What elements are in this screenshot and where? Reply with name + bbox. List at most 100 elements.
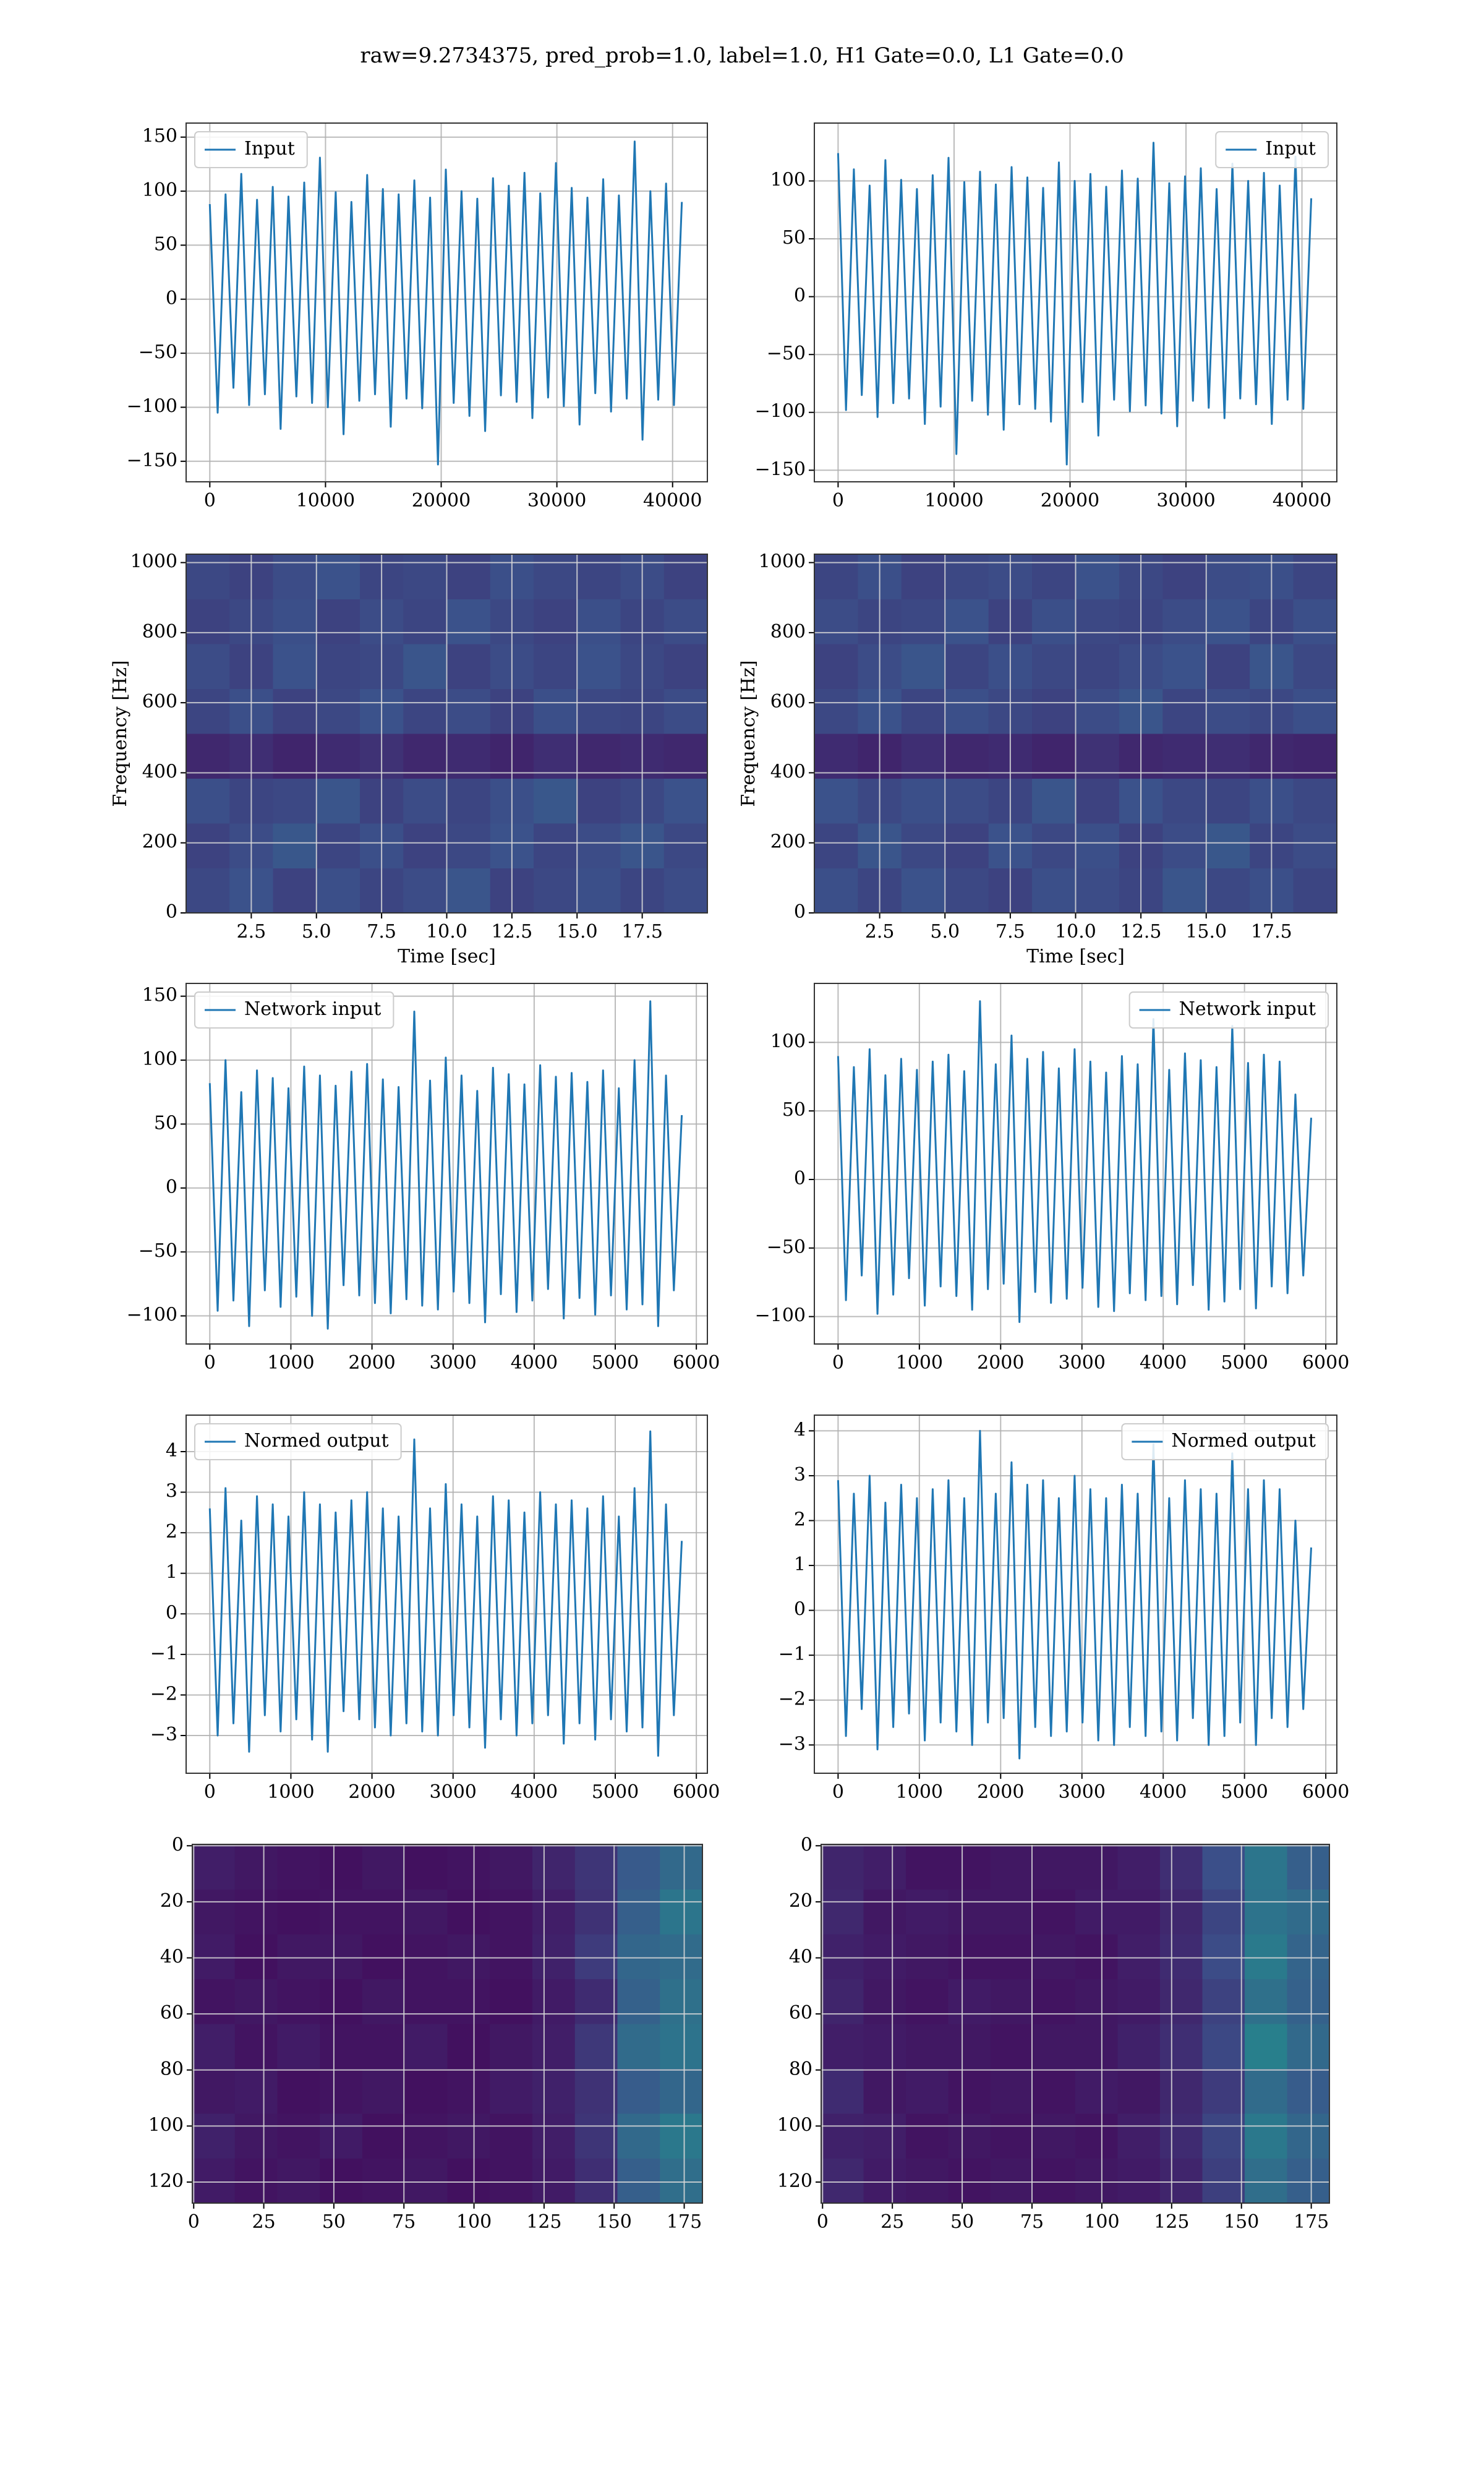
y-tick-label: −1 bbox=[778, 1643, 806, 1665]
x-tick-label: 75 bbox=[1020, 2211, 1044, 2233]
heatmap-cell bbox=[362, 1979, 406, 2024]
heatmap-cell bbox=[1075, 1934, 1118, 1979]
heatmap-cell bbox=[192, 1979, 236, 2024]
heatmap-cell bbox=[320, 2113, 363, 2159]
heatmap-cell bbox=[273, 554, 317, 599]
heatmap-cell bbox=[1075, 599, 1120, 644]
y-tick-label: −50 bbox=[139, 1240, 177, 1262]
heatmap-cell bbox=[362, 2068, 406, 2114]
y-tick-label: 20 bbox=[160, 1890, 184, 1912]
heatmap-cell bbox=[1245, 1844, 1287, 1890]
heatmap-cell bbox=[814, 868, 858, 913]
x-tick-label: 2.5 bbox=[865, 921, 895, 943]
heatmap-cell bbox=[1033, 1844, 1076, 1890]
heatmap-cell bbox=[577, 778, 621, 824]
y-tick-label: 3 bbox=[794, 1464, 806, 1486]
heatmap-cell bbox=[1032, 554, 1076, 599]
heatmap-cell bbox=[447, 1889, 490, 1935]
heatmap-cell bbox=[234, 2068, 278, 2114]
heatmap-cell bbox=[273, 688, 317, 734]
heatmap-cell bbox=[1117, 1844, 1161, 1890]
x-tick-label: 125 bbox=[1154, 2211, 1189, 2233]
legend-box bbox=[194, 991, 394, 1029]
heatmap-cell bbox=[1293, 823, 1337, 868]
heatmap-cell bbox=[447, 2113, 490, 2159]
heatmap-cell bbox=[277, 2113, 320, 2159]
heatmap-cell bbox=[991, 1889, 1033, 1935]
x-tick-label: 5000 bbox=[592, 1352, 639, 1374]
legend: Normed output bbox=[1121, 1423, 1329, 1460]
x-tick-label: 125 bbox=[526, 2211, 561, 2233]
heatmap-cell bbox=[617, 2068, 660, 2114]
heatmap-cell bbox=[234, 1889, 278, 1935]
legend-box bbox=[1121, 1423, 1329, 1460]
heatmap-cell bbox=[234, 2113, 278, 2159]
heatmap-cell bbox=[1160, 2158, 1203, 2203]
heatmap-cell bbox=[1032, 868, 1076, 913]
heatmap-cell bbox=[186, 599, 230, 644]
heatmap-cell bbox=[1293, 554, 1337, 599]
heatmap-cell bbox=[447, 1844, 490, 1890]
heatmap-cell bbox=[663, 688, 707, 734]
plot-area bbox=[814, 123, 1337, 482]
heatmap-cell bbox=[534, 734, 578, 779]
y-tick-label: 0 bbox=[794, 901, 806, 923]
x-tick-label: 5000 bbox=[592, 1781, 639, 1803]
heatmap-cell bbox=[1160, 1934, 1203, 1979]
heatmap-cell bbox=[574, 1934, 618, 1979]
y-tick-label: 50 bbox=[782, 1099, 806, 1121]
heatmap-cell bbox=[532, 2024, 576, 2069]
y-tick-label: 0 bbox=[166, 901, 177, 923]
heatmap-cell bbox=[1075, 2024, 1118, 2069]
legend-label: Network input bbox=[1179, 998, 1316, 1020]
y-tick-label: −1 bbox=[150, 1643, 177, 1664]
x-tick-label: 2000 bbox=[977, 1352, 1024, 1374]
heatmap-cell bbox=[660, 2113, 702, 2159]
heatmap-cell bbox=[1287, 1844, 1329, 1890]
x-tick-label: 6000 bbox=[1302, 1352, 1349, 1374]
y-tick-label: 60 bbox=[160, 2002, 184, 2024]
heatmap-cell bbox=[821, 2113, 864, 2159]
heatmap-cell bbox=[1117, 1889, 1161, 1935]
x-tick-label: 100 bbox=[1084, 2211, 1119, 2233]
x-tick-label: 6000 bbox=[673, 1352, 720, 1374]
x-tick-label: 150 bbox=[1224, 2211, 1259, 2233]
heatmap-cell bbox=[863, 2158, 906, 2203]
y-tick-label: 0 bbox=[794, 1168, 806, 1189]
heatmap-cell bbox=[1075, 1979, 1118, 2024]
heatmap-cell bbox=[403, 688, 447, 734]
heatmap-cell bbox=[273, 734, 317, 779]
heatmap-cell bbox=[362, 1889, 406, 1935]
heatmap-cell bbox=[320, 1889, 363, 1935]
heatmap-cell bbox=[1287, 2024, 1329, 2069]
x-tick-label: 4000 bbox=[1140, 1352, 1187, 1374]
heatmap-cell bbox=[863, 2024, 906, 2069]
y-tick-label: 100 bbox=[770, 1030, 806, 1052]
x-tick-label: 4000 bbox=[511, 1781, 558, 1803]
heatmap-cell bbox=[901, 868, 945, 913]
heatmap-cell bbox=[447, 1979, 490, 2024]
x-tick-label: 3000 bbox=[1059, 1781, 1106, 1803]
y-tick-label: 120 bbox=[148, 2170, 184, 2192]
x-tick-label: 1000 bbox=[896, 1352, 943, 1374]
x-tick-label: 10.0 bbox=[1055, 921, 1096, 943]
series-line bbox=[208, 1000, 683, 1330]
heatmap-cell bbox=[362, 2158, 406, 2203]
x-tick-label: 1000 bbox=[267, 1781, 314, 1803]
heatmap-cell bbox=[1162, 688, 1207, 734]
heatmap-cell bbox=[316, 688, 360, 734]
heatmap-cell bbox=[948, 1889, 991, 1935]
y-tick-label: 120 bbox=[777, 2170, 812, 2192]
heatmap-cell bbox=[1117, 2113, 1161, 2159]
heatmap-cell bbox=[320, 2158, 363, 2203]
heatmap-cell bbox=[1075, 778, 1120, 824]
heatmap-cell bbox=[1162, 734, 1207, 779]
heatmap-cell bbox=[617, 1889, 660, 1935]
heatmap-cell bbox=[192, 2158, 236, 2203]
y-tick-label: 0 bbox=[794, 1599, 806, 1620]
axes-frame bbox=[814, 983, 1337, 1345]
heatmap-cell bbox=[1117, 2024, 1161, 2069]
legend-label: Normed output bbox=[244, 1430, 389, 1452]
y-tick-label: 400 bbox=[770, 761, 806, 782]
heatmap-cell bbox=[186, 868, 230, 913]
